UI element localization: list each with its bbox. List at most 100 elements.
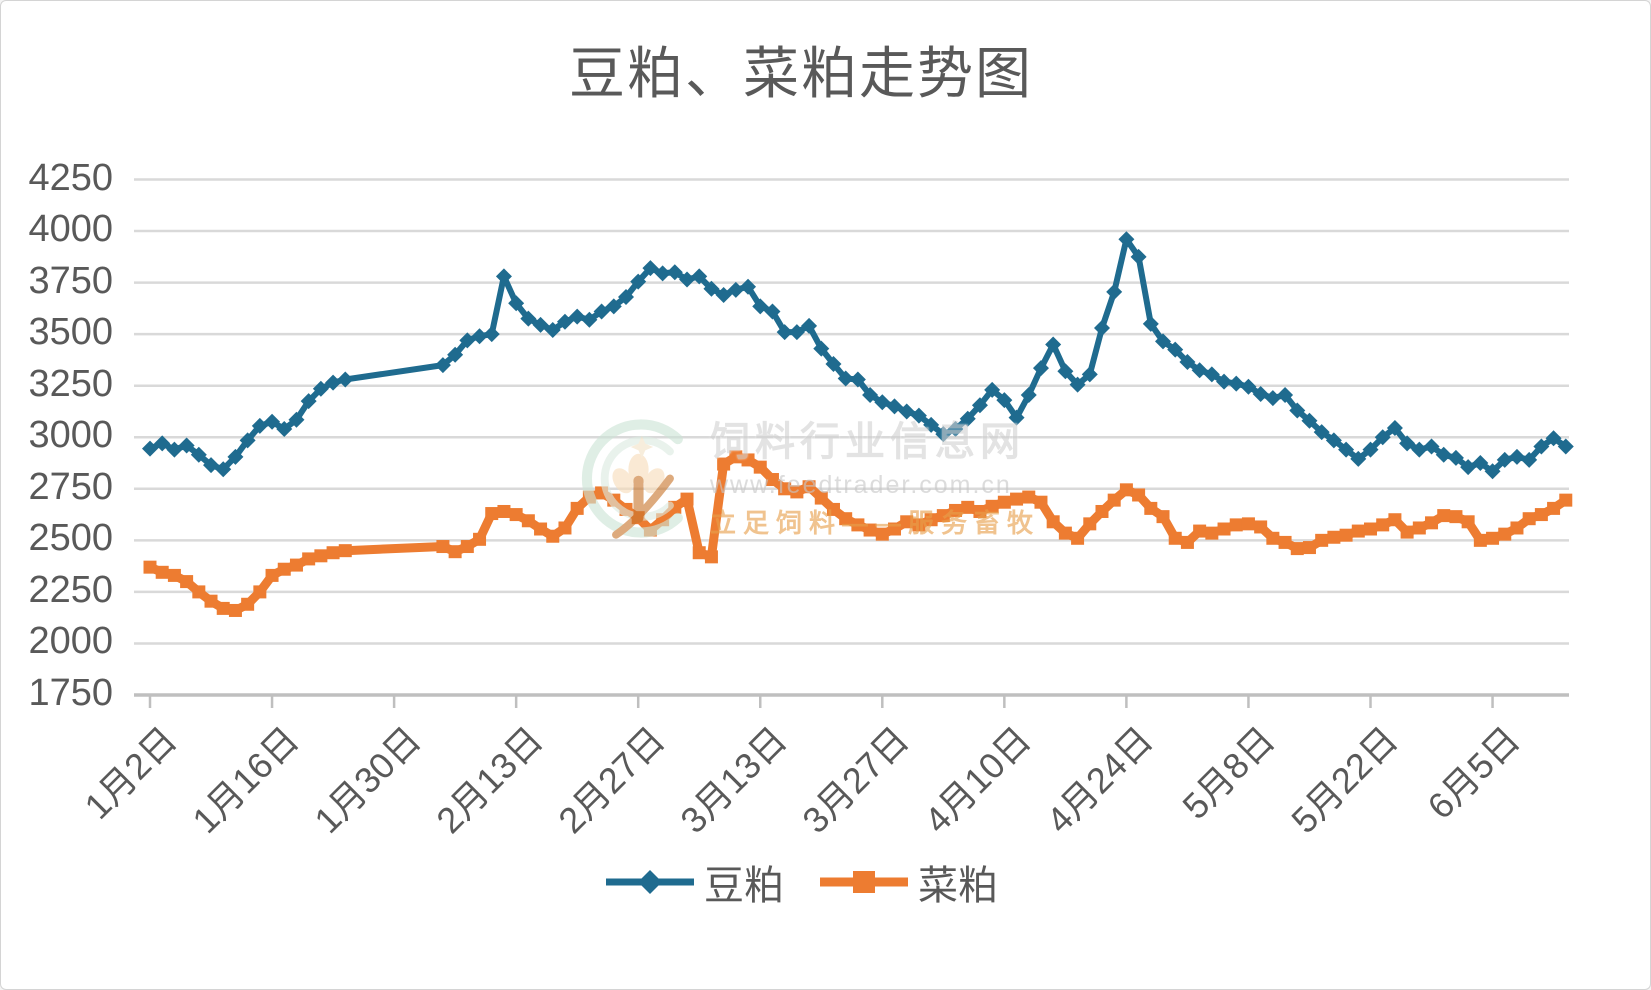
- data-point: [302, 552, 316, 566]
- data-point: [862, 386, 879, 403]
- data-point: [703, 280, 720, 297]
- data-point: [1508, 448, 1525, 465]
- data-point: [1179, 353, 1196, 370]
- data-point: [1435, 446, 1452, 463]
- data-point: [656, 513, 670, 527]
- data-point: [1449, 510, 1463, 524]
- data-point: [654, 265, 671, 282]
- legend-item-rapeseed-meal: 菜粕: [818, 853, 998, 911]
- data-point: [1498, 527, 1512, 541]
- data-point: [947, 421, 964, 438]
- data-point: [715, 286, 732, 303]
- data-point: [802, 480, 816, 494]
- data-point: [753, 460, 767, 474]
- data-point: [289, 558, 303, 572]
- data-point: [631, 511, 645, 525]
- data-point: [180, 575, 194, 589]
- data-point: [192, 585, 206, 599]
- data-point: [593, 303, 610, 320]
- data-point: [642, 260, 659, 277]
- data-point: [1388, 513, 1402, 527]
- data-point: [227, 448, 244, 465]
- data-point: [447, 346, 464, 363]
- legend-label-soybean-meal: 豆粕: [704, 864, 784, 908]
- data-point: [434, 357, 451, 374]
- data-point: [898, 403, 915, 420]
- data-point: [1339, 528, 1353, 542]
- y-tick-label: 3250: [28, 362, 113, 405]
- data-point: [251, 417, 268, 434]
- series-菜粕: [143, 450, 1573, 617]
- data-point: [544, 322, 561, 339]
- data-point: [1240, 378, 1257, 395]
- data-point: [1045, 336, 1062, 353]
- data-point: [1364, 522, 1377, 536]
- data-point: [1010, 492, 1024, 506]
- data-point: [1277, 386, 1294, 403]
- data-point: [1069, 376, 1086, 393]
- data-point: [1180, 535, 1194, 549]
- data-point: [1241, 517, 1255, 531]
- data-point: [825, 356, 842, 373]
- data-point: [874, 394, 891, 411]
- gridlines: [134, 178, 1569, 645]
- data-point: [1081, 366, 1098, 383]
- data-point: [1034, 495, 1048, 509]
- data-point: [680, 492, 694, 506]
- data-point: [570, 501, 584, 515]
- data-point: [740, 278, 757, 295]
- data-point: [984, 381, 1001, 398]
- data-point: [813, 340, 830, 357]
- data-point: [483, 326, 500, 343]
- data-point: [1461, 515, 1475, 529]
- data-point: [679, 271, 696, 288]
- data-point: [143, 560, 157, 574]
- data-point: [1058, 526, 1072, 540]
- data-point: [581, 311, 598, 328]
- data-point: [1155, 333, 1172, 350]
- data-point: [1301, 412, 1318, 429]
- data-point: [1156, 510, 1170, 524]
- data-point: [1095, 504, 1109, 518]
- data-point: [1521, 451, 1538, 468]
- y-tick-label: 3750: [28, 259, 113, 302]
- data-point: [1278, 535, 1292, 549]
- data-point: [814, 491, 828, 505]
- data-point: [471, 328, 488, 345]
- data-point: [1547, 501, 1561, 515]
- data-point: [886, 398, 903, 415]
- data-point: [630, 273, 647, 290]
- data-point: [959, 410, 976, 427]
- data-point: [276, 421, 293, 438]
- data-point: [241, 597, 255, 611]
- data-point: [1437, 509, 1451, 523]
- data-point: [764, 303, 781, 320]
- data-point: [935, 426, 952, 443]
- data-point: [1496, 451, 1513, 468]
- data-point: [936, 509, 950, 523]
- data-point: [1193, 524, 1207, 538]
- data-point: [727, 281, 744, 298]
- data-point: [668, 500, 682, 514]
- data-point: [924, 513, 938, 527]
- data-point: [508, 295, 525, 312]
- legend-label-rapeseed-meal: 菜粕: [918, 864, 998, 908]
- data-point: [154, 435, 171, 452]
- rapeseed-meal-marker-icon: [820, 871, 908, 893]
- data-point: [473, 532, 487, 546]
- data-point: [961, 500, 975, 514]
- data-point: [1557, 438, 1574, 455]
- data-point: [1327, 530, 1341, 544]
- chart-legend: 豆粕 菜粕: [1, 853, 1601, 911]
- data-point: [155, 565, 169, 579]
- data-point: [1191, 362, 1208, 379]
- data-point: [1203, 366, 1220, 383]
- data-point: [776, 324, 793, 341]
- data-point: [338, 544, 352, 558]
- data-point: [875, 527, 889, 541]
- data-point: [239, 432, 256, 449]
- data-point: [1425, 516, 1439, 530]
- data-point: [1460, 459, 1477, 476]
